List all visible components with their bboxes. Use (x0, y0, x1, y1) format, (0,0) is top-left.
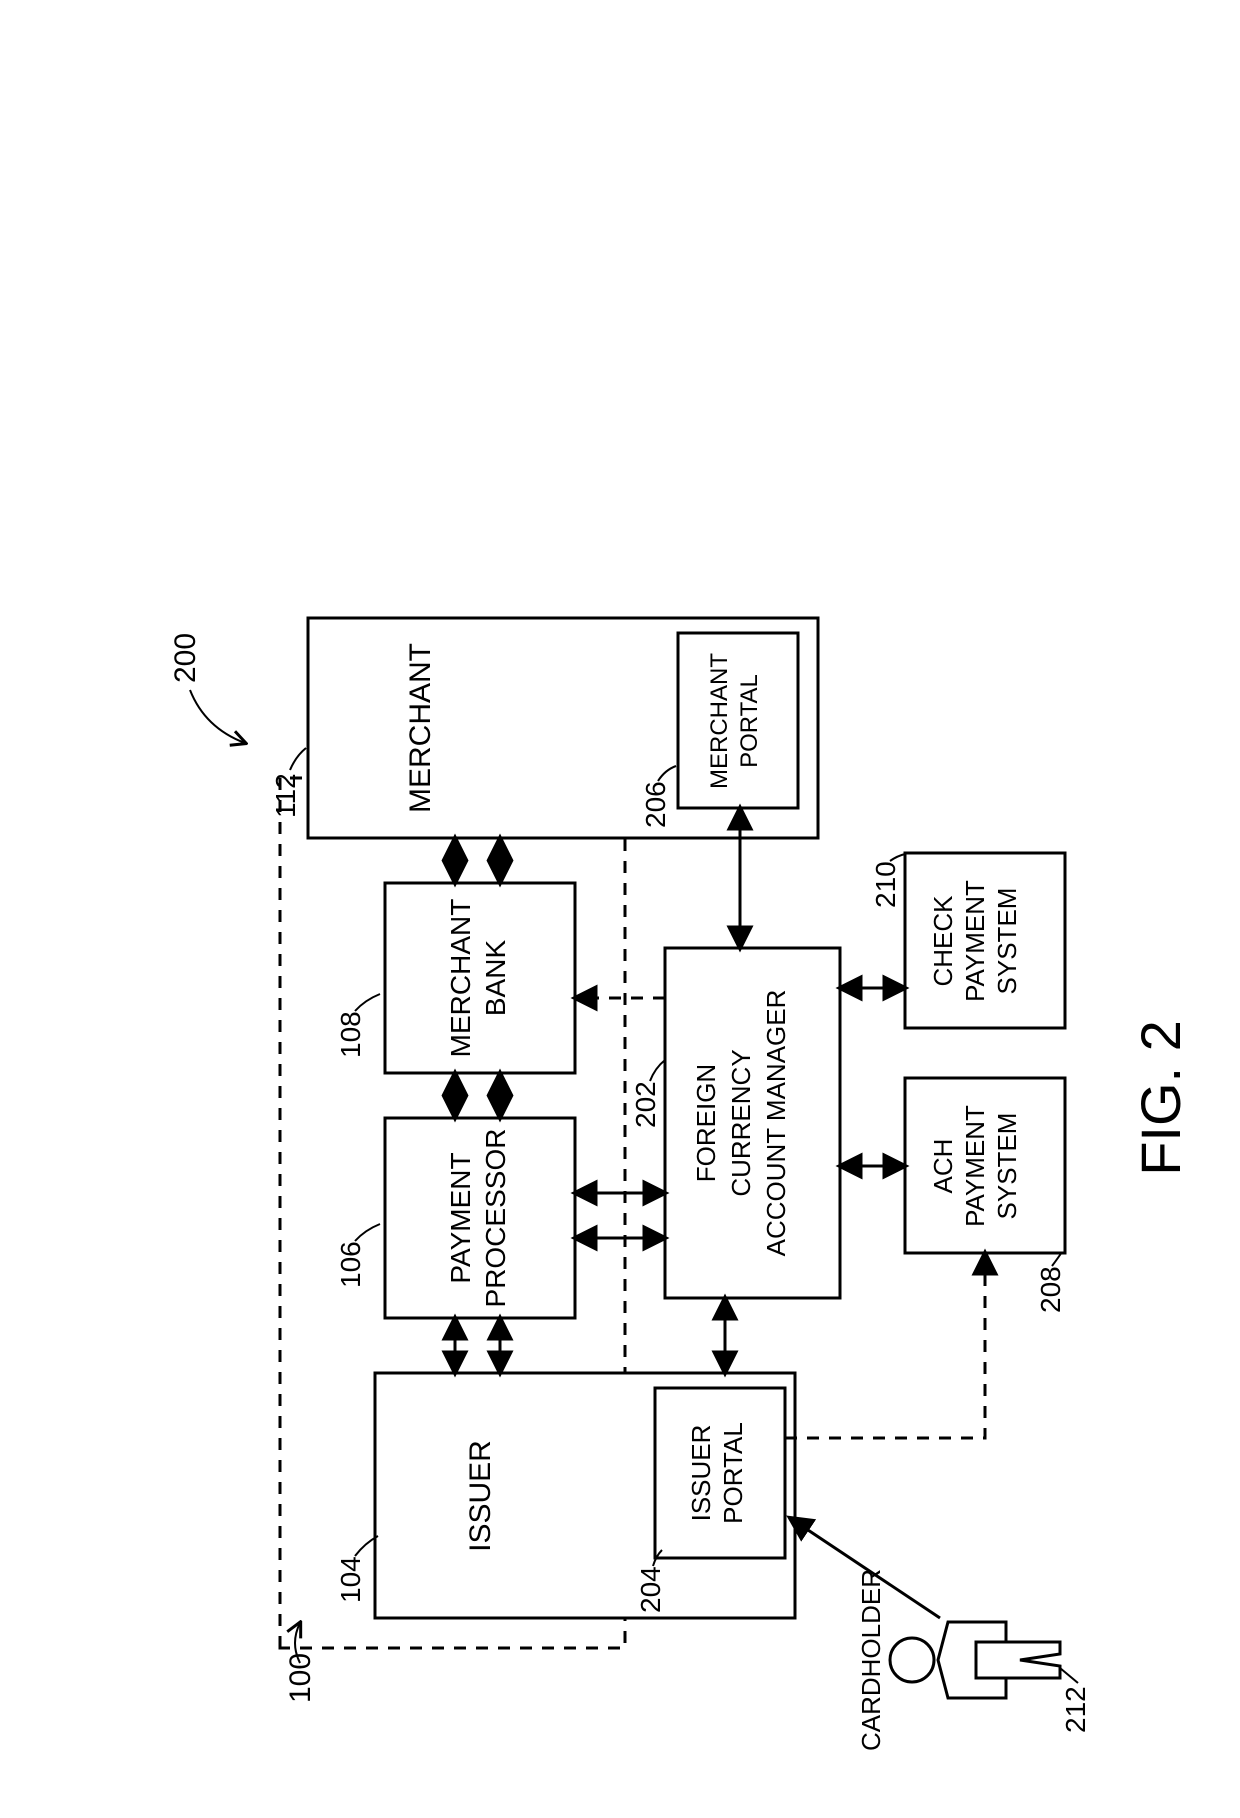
label-ach-2: PAYMENT (960, 1105, 990, 1227)
label-ach-1: ACH (928, 1139, 958, 1194)
ref-206: 206 (640, 781, 671, 828)
ref-212: 212 (1060, 1686, 1091, 1733)
label-merchant-bank-1: MERCHANT (445, 899, 476, 1058)
ref-100: 100 (284, 1653, 317, 1703)
ref-200: 200 (169, 633, 202, 683)
ref-108: 108 (335, 1011, 366, 1058)
label-issuer: ISSUER (464, 1440, 497, 1552)
label-fcam-3: ACCOUNT MANAGER (761, 990, 791, 1257)
label-check-2: PAYMENT (960, 880, 990, 1002)
label-merchant-portal-1: MERCHANT (706, 653, 733, 789)
leader-200 (190, 690, 245, 743)
ref-204: 204 (635, 1566, 666, 1613)
label-issuer-portal-2: PORTAL (718, 1422, 748, 1524)
label-merchant-bank-2: BANK (480, 940, 511, 1017)
ref-106: 106 (335, 1241, 366, 1288)
label-merchant-portal-2: PORTAL (736, 674, 763, 768)
figure-label: FIG. 2 (1129, 1020, 1192, 1176)
cardholder-icon (890, 1622, 1060, 1698)
leader-202 (650, 1060, 665, 1081)
leader-108 (355, 994, 380, 1011)
label-payment-processor-1: PAYMENT (445, 1152, 476, 1283)
ref-210: 210 (870, 861, 901, 908)
ref-208: 208 (1035, 1266, 1066, 1313)
label-fcam-1: FOREIGN (691, 1064, 721, 1182)
leader-210 (890, 854, 905, 861)
label-issuer-portal-1: ISSUER (686, 1425, 716, 1522)
label-check-3: SYSTEM (992, 888, 1022, 995)
label-ach-3: SYSTEM (992, 1113, 1022, 1220)
ref-112: 112 (270, 773, 301, 818)
leader-112 (290, 748, 306, 770)
leader-212 (1060, 1668, 1078, 1683)
label-fcam-2: CURRENCY (726, 1049, 756, 1196)
label-check-1: CHECK (928, 895, 958, 987)
label-merchant: MERCHANT (404, 643, 437, 813)
label-cardholder: CARDHOLDER (856, 1569, 886, 1751)
label-payment-processor-2: PROCESSOR (480, 1129, 511, 1308)
leader-106 (355, 1224, 380, 1241)
ref-202: 202 (630, 1081, 661, 1128)
ref-104: 104 (335, 1556, 366, 1603)
